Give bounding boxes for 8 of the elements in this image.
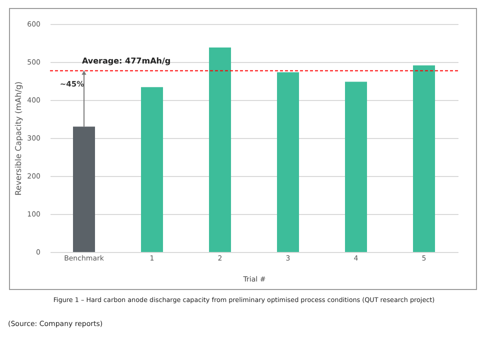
ref-line-label: Average: 477mAh/g [82,56,171,66]
bar [209,48,231,252]
bar [277,72,299,252]
bar [141,87,163,252]
bar [345,82,367,252]
bar [413,65,435,252]
y-axis-title: Reversible Capacity (mAh/g) [14,81,24,196]
bar [73,126,95,252]
